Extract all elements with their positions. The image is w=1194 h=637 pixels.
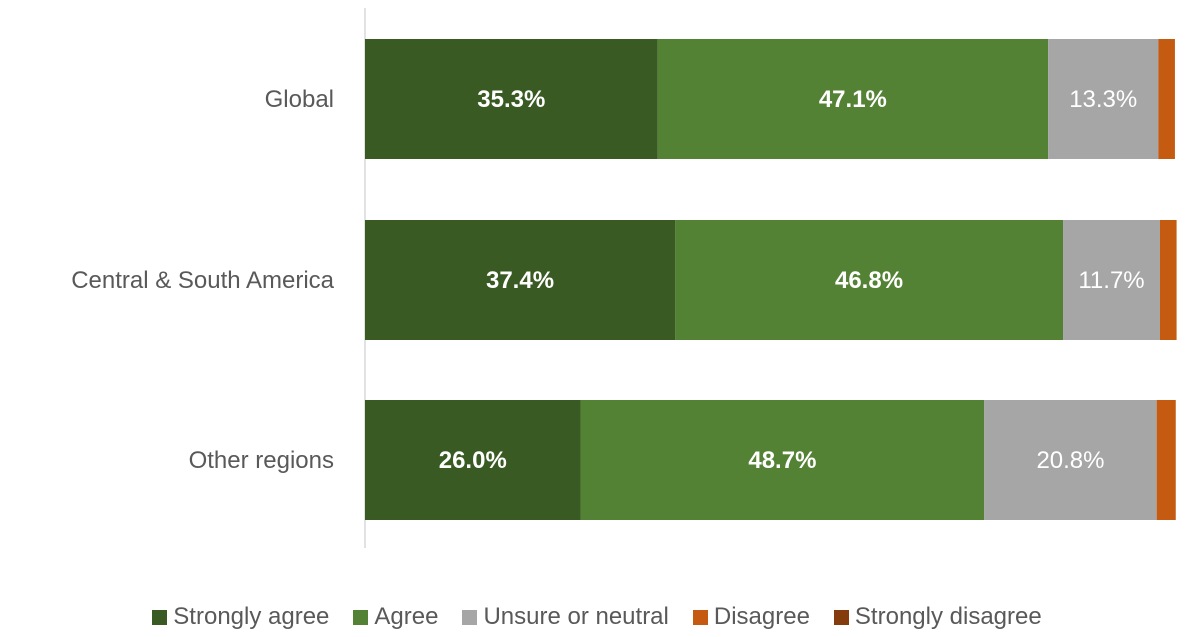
bar-global-agree bbox=[657, 39, 1049, 159]
data-labels-group: 35.3% 47.1% 13.3% 37.4% 46.8% 11.7% 26.0% 48.7%… bbox=[439, 86, 1145, 474]
bar-global-unsure-or-neutral bbox=[1048, 39, 1159, 159]
data-label-other-regions-agree: 48.7% bbox=[748, 447, 816, 474]
legend-swatch-agree bbox=[353, 609, 369, 625]
chart: Global Central & South America Other regio… bbox=[71, 8, 1177, 548]
legend: Strongly agree Agree Unsure or neutral Disa… bbox=[0, 603, 1194, 631]
legend-item-strongly-agree: Strongly agree bbox=[152, 603, 329, 631]
bar-global-strongly-agree bbox=[365, 39, 658, 159]
data-label-global-unsure-or-neutral: 13.3% bbox=[1069, 86, 1137, 113]
legend-swatch-disagree bbox=[692, 609, 708, 625]
bar-global-disagree bbox=[1158, 39, 1175, 159]
bar-central-south-america-agree bbox=[675, 220, 1064, 340]
category-labels-group: Global Central & South America Other regio… bbox=[71, 86, 334, 474]
bar-other-regions-unsure-or-neutral bbox=[984, 400, 1157, 520]
data-label-central-south-america-agree: 46.8% bbox=[835, 267, 903, 294]
bar-central-south-america-strongly-agree bbox=[365, 220, 676, 340]
bar-central-south-america-disagree bbox=[1160, 220, 1177, 340]
legend-item-unsure-or-neutral: Unsure or neutral bbox=[462, 603, 669, 631]
data-label-central-south-america-strongly-agree: 37.4% bbox=[486, 267, 554, 294]
legend-item-strongly-disagree: Strongly disagree bbox=[833, 603, 1042, 631]
legend-item-disagree: Disagree bbox=[692, 603, 810, 631]
bar-other-regions-disagree bbox=[1156, 400, 1176, 520]
data-label-other-regions-strongly-agree: 26.0% bbox=[439, 447, 507, 474]
category-label-global: Global bbox=[265, 86, 334, 113]
data-label-central-south-america-unsure-or-neutral: 11.7% bbox=[1078, 267, 1144, 294]
data-label-other-regions-unsure-or-neutral: 20.8% bbox=[1036, 447, 1104, 474]
bars-group bbox=[365, 39, 1177, 520]
legend-swatch-strongly-agree bbox=[152, 609, 168, 625]
legend-label-agree: Agree bbox=[374, 603, 439, 630]
legend-swatch-strongly-disagree bbox=[833, 609, 849, 625]
legend-swatch-unsure-or-neutral bbox=[462, 609, 478, 625]
legend-label-strongly-disagree: Strongly disagree bbox=[854, 603, 1042, 630]
legend-label-strongly-agree: Strongly agree bbox=[173, 603, 330, 630]
category-label-other-regions: Other regions bbox=[189, 447, 334, 474]
bar-central-south-america-unsure-or-neutral bbox=[1063, 220, 1161, 340]
data-label-global-agree: 47.1% bbox=[819, 86, 887, 113]
legend-item-agree: Agree bbox=[353, 603, 438, 631]
legend-label-unsure-or-neutral: Unsure or neutral bbox=[483, 603, 669, 630]
category-label-central-south-america: Central & South America bbox=[71, 267, 334, 294]
bar-other-regions-strongly-agree bbox=[365, 400, 581, 520]
legend-label-disagree: Disagree bbox=[713, 603, 810, 630]
data-label-global-strongly-agree: 35.3% bbox=[477, 86, 545, 113]
bar-other-regions-agree bbox=[580, 400, 985, 520]
